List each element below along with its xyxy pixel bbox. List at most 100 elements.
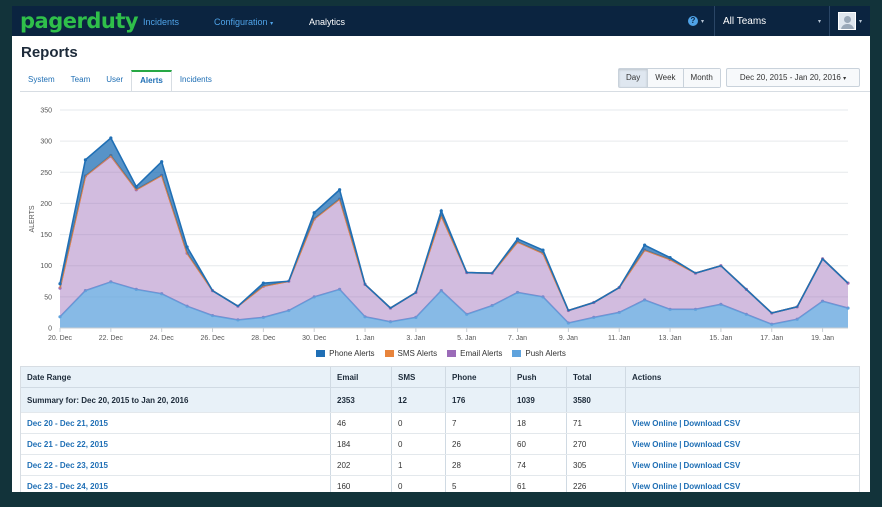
point-push[interactable]	[439, 289, 443, 293]
point-push[interactable]	[566, 321, 570, 325]
point-phone[interactable]	[109, 136, 113, 140]
point-push[interactable]	[770, 322, 774, 326]
x-tick-label: 20. Dec	[48, 335, 73, 342]
header-total[interactable]: Total	[567, 367, 626, 387]
point-push[interactable]	[846, 306, 850, 310]
point-push[interactable]	[109, 280, 113, 284]
header-date-range[interactable]: Date Range	[21, 367, 331, 387]
point-push[interactable]	[515, 290, 520, 295]
point-push[interactable]	[465, 312, 469, 316]
point-push[interactable]	[261, 315, 265, 320]
point-push[interactable]	[719, 302, 723, 306]
download-csv-link[interactable]: Download CSV	[683, 418, 741, 428]
view-online-link[interactable]: View Online	[632, 439, 678, 449]
nav-configuration-label: Configuration	[214, 17, 268, 27]
point-phone[interactable]	[160, 160, 164, 164]
point-phone[interactable]	[515, 237, 520, 241]
view-online-link[interactable]: View Online	[632, 460, 678, 470]
x-tick-label: 24. Dec	[150, 335, 175, 342]
date-range-picker[interactable]: Dec 20, 2015 - Jan 20, 2016 ▾	[726, 68, 860, 87]
point-push[interactable]	[160, 292, 164, 296]
point-push[interactable]	[643, 298, 647, 302]
point-push[interactable]	[744, 312, 748, 316]
point-push[interactable]	[287, 308, 291, 313]
x-tick-label: 22. Dec	[99, 335, 124, 342]
point-phone[interactable]	[58, 282, 62, 286]
x-tick-label: 3. Jan	[406, 335, 425, 342]
user-menu[interactable]: ▾	[830, 6, 870, 36]
point-push[interactable]	[312, 295, 316, 299]
download-csv-link[interactable]: Download CSV	[683, 481, 741, 491]
point-phone[interactable]	[668, 256, 672, 260]
row-sms: 1	[392, 455, 446, 475]
period-day-button[interactable]: Day	[619, 69, 649, 87]
point-push[interactable]	[338, 287, 342, 291]
point-push[interactable]	[795, 317, 799, 321]
tab-divider	[20, 91, 870, 92]
view-online-link[interactable]: View Online	[632, 418, 678, 428]
tab-alerts[interactable]: Alerts	[131, 70, 172, 91]
point-phone[interactable]	[185, 245, 189, 249]
point-push[interactable]	[490, 303, 494, 308]
point-phone[interactable]	[83, 158, 88, 162]
point-push[interactable]	[693, 307, 698, 311]
point-push[interactable]	[668, 307, 672, 311]
row-phone: 7	[446, 413, 511, 433]
header-sms[interactable]: SMS	[392, 367, 446, 387]
point-push[interactable]	[820, 299, 825, 303]
nav-incidents-link[interactable]: Incidents	[143, 17, 180, 27]
help-menu[interactable]: ? ▾	[687, 16, 704, 26]
point-push[interactable]	[58, 315, 62, 319]
legend-swatch-phone	[316, 350, 326, 357]
point-push[interactable]	[363, 315, 367, 319]
point-push[interactable]	[388, 320, 393, 324]
header-email[interactable]: Email	[331, 367, 392, 387]
team-selector[interactable]: All Teams ▾	[714, 6, 830, 36]
header-phone[interactable]: Phone	[446, 367, 511, 387]
tab-team[interactable]: Team	[70, 75, 91, 84]
point-push[interactable]	[617, 310, 621, 315]
legend-item-sms[interactable]: SMS Alerts	[384, 349, 437, 358]
nav-right-group: ? ▾ All Teams ▾ ▾	[687, 6, 870, 36]
point-push[interactable]	[236, 318, 240, 322]
chevron-down-icon: ▾	[858, 18, 862, 25]
row-date-range-link[interactable]: Dec 23 - Dec 24, 2015	[21, 476, 331, 492]
view-online-link[interactable]: View Online	[632, 481, 678, 491]
legend-item-email[interactable]: Email Alerts	[447, 349, 502, 358]
period-week-button[interactable]: Week	[648, 69, 684, 87]
table-body: Dec 20 - Dec 21, 2015 46 0 7 18 71 View Online…	[21, 413, 859, 492]
period-month-button[interactable]: Month	[683, 69, 720, 87]
row-date-range-link[interactable]: Dec 22 - Dec 23, 2015	[21, 455, 331, 475]
point-push[interactable]	[185, 304, 189, 308]
header-push[interactable]: Push	[511, 367, 567, 387]
point-push[interactable]	[592, 315, 596, 320]
tab-incidents[interactable]: Incidents	[179, 75, 212, 84]
point-phone[interactable]	[261, 281, 265, 285]
point-phone[interactable]	[643, 243, 647, 247]
point-push[interactable]	[210, 313, 215, 318]
point-push[interactable]	[541, 295, 545, 299]
legend-item-phone[interactable]: Phone Alerts	[316, 349, 375, 358]
nav-analytics-link[interactable]: Analytics	[309, 17, 346, 27]
point-phone[interactable]	[134, 185, 138, 189]
pagerduty-logo[interactable]: pagerduty	[20, 9, 139, 33]
point-phone[interactable]	[439, 209, 443, 213]
point-push[interactable]	[134, 287, 138, 291]
point-phone[interactable]	[541, 248, 545, 252]
nav-configuration-link[interactable]: Configuration ▾	[214, 17, 273, 27]
point-phone[interactable]	[312, 211, 316, 215]
download-csv-link[interactable]: Download CSV	[683, 460, 741, 470]
row-date-range-link[interactable]: Dec 21 - Dec 22, 2015	[21, 434, 331, 454]
row-date-range-link[interactable]: Dec 20 - Dec 21, 2015	[21, 413, 331, 433]
row-total: 71	[567, 413, 626, 433]
point-push[interactable]	[414, 315, 418, 320]
download-csv-link[interactable]: Download CSV	[683, 439, 741, 449]
point-phone[interactable]	[338, 188, 342, 192]
legend-item-push[interactable]: Push Alerts	[512, 349, 566, 358]
tab-system[interactable]: System	[28, 75, 55, 84]
table-row: Dec 20 - Dec 21, 2015 46 0 7 18 71 View Online…	[21, 413, 859, 434]
point-push[interactable]	[83, 289, 88, 293]
app-window: pagerduty Incidents Configuration ▾ Anal…	[12, 6, 870, 492]
legend-swatch-email	[447, 350, 457, 357]
tab-user[interactable]: User	[106, 75, 124, 84]
